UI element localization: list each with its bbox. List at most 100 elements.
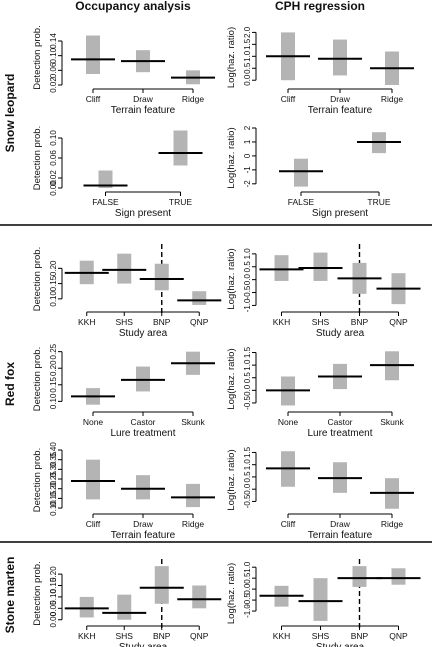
x-tick-label: Ridge: [182, 519, 204, 529]
x-axis-label: Terrain feature: [111, 530, 176, 541]
y-tick-label: 0.00: [49, 180, 58, 196]
y-tick-label: 0.10: [49, 393, 58, 409]
y-axis-label: Log(haz. ratio): [226, 127, 237, 188]
x-tick-label: Draw: [330, 94, 351, 104]
y-tick-label: 0.10: [49, 589, 58, 605]
x-axis-label: Study area: [119, 642, 168, 647]
y-tick-label: -1.0: [243, 298, 252, 312]
y-tick-label: 1.0: [243, 248, 252, 260]
y-tick-label: -1.0: [243, 604, 252, 618]
ci-bar: [192, 585, 207, 609]
y-tick-label: 0.0: [243, 274, 252, 286]
y-tick-label: 0.30: [49, 461, 58, 477]
x-tick-label: TRUE: [367, 197, 390, 207]
column-title-occupancy: Occupancy analysis: [75, 0, 191, 13]
y-tick-label: 2.0: [243, 26, 252, 38]
y-axis-label: Log(haz. ratio): [226, 348, 237, 409]
y-tick-label: 0.20: [49, 566, 58, 582]
y-axis-label: Detection prob.: [32, 247, 43, 311]
y-tick-label: 0.25: [49, 471, 58, 487]
x-tick-label: SHS: [312, 317, 330, 327]
x-tick-label: BNP: [351, 317, 369, 327]
x-tick-label: Cliff: [86, 94, 101, 104]
x-axis-label: Terrain feature: [308, 530, 373, 541]
panel-3-0: 0.100.150.200.25 Detection prob. None Casto…: [32, 343, 215, 439]
y-tick-label: 0.20: [49, 260, 58, 276]
y-tick-label: 1.5: [243, 346, 252, 358]
column-title-cph: CPH regression: [275, 0, 365, 13]
y-axis-label: Log(haz. ratio): [226, 248, 237, 309]
panel-4-1: -0.50.00.51.01.5 Log(haz. ratio) Cliff Draw…: [226, 446, 414, 541]
x-axis-label: Study area: [316, 328, 365, 339]
y-tick-label: -1: [243, 166, 252, 174]
x-tick-label: FALSE: [288, 197, 315, 207]
y-tick-label: 1.5: [243, 38, 252, 50]
panel-1-0: 0.000.02 0.06 0.10 Detection prob. FALSE TRUE…: [32, 126, 203, 219]
x-tick-label: Cliff: [281, 519, 296, 529]
y-tick-label: 1.0: [243, 50, 252, 62]
ci-bar: [391, 568, 406, 585]
x-tick-label: SHS: [312, 631, 330, 641]
y-axis-label: Detection prob.: [32, 126, 43, 190]
x-axis-label: Terrain feature: [308, 105, 373, 116]
y-tick-label: 0.0: [243, 74, 252, 86]
y-tick-label: 0.5: [243, 261, 252, 273]
y-tick-label: 0.05: [49, 600, 58, 616]
x-tick-label: SHS: [116, 631, 134, 641]
y-tick-label: 0.5: [243, 372, 252, 384]
y-tick-label: 0.10: [49, 47, 58, 63]
x-tick-label: KKH: [273, 631, 290, 641]
y-tick-label: 0.5: [243, 62, 252, 74]
ci-bar: [313, 578, 328, 621]
y-axis-label: Log(haz. ratio): [226, 27, 237, 88]
y-tick-label: -0.5: [243, 285, 252, 299]
y-tick-label: 0.0: [243, 583, 252, 595]
x-tick-label: BNP: [153, 631, 171, 641]
y-tick-label: 0.0: [243, 384, 252, 396]
ci-bar: [86, 459, 100, 500]
x-tick-label: QNP: [389, 317, 408, 327]
ci-bar: [173, 130, 188, 166]
y-tick-label: -0.5: [243, 396, 252, 410]
y-tick-label: 0.06: [49, 62, 58, 78]
y-tick-label: 0.35: [49, 451, 58, 467]
y-tick-label: 0.5: [243, 572, 252, 584]
x-axis-label: Lure treatment: [110, 428, 175, 439]
species-label-stone-marten: Stone marten: [3, 557, 17, 634]
x-tick-label: KKH: [78, 631, 95, 641]
y-tick-label: 0.40: [49, 442, 58, 458]
y-tick-label: 0.10: [49, 291, 58, 307]
x-tick-label: QNP: [190, 317, 209, 327]
y-tick-label: 1.0: [243, 359, 252, 371]
ci-bar: [352, 566, 367, 587]
x-tick-label: Draw: [133, 94, 154, 104]
y-tick-label: 0.06: [49, 150, 58, 166]
ci-bar: [154, 263, 169, 291]
ci-bar: [274, 255, 289, 281]
x-tick-label: Skunk: [181, 417, 205, 427]
x-tick-label: QNP: [190, 631, 209, 641]
x-axis-label: Terrain feature: [111, 105, 176, 116]
y-tick-label: 0.15: [49, 376, 58, 392]
panel-4-0: 0.100.150.200.250.300.350.40 Detection pr…: [32, 442, 215, 541]
y-tick-label: 0.0: [243, 483, 252, 495]
y-tick-label: 1.0: [243, 561, 252, 573]
panel-2-1: -1.0-0.50.00.51.0 Log(haz. ratio) KKH SHS BN…: [226, 244, 421, 339]
x-axis-label: Lure treatment: [307, 428, 372, 439]
x-tick-label: TRUE: [169, 197, 192, 207]
panel-5-0: 0.000.050.100.150.20 Detection prob. KKH SH…: [32, 559, 222, 647]
panel-0-0: 0.020.060.100.14 Detection prob. Cliff Draw…: [32, 25, 215, 116]
y-tick-label: 0.00: [49, 611, 58, 627]
x-tick-label: Castor: [327, 417, 352, 427]
y-axis-label: Detection prob.: [32, 25, 43, 89]
x-axis-label: Study area: [316, 642, 365, 647]
y-tick-label: 0.10: [49, 130, 58, 146]
y-axis-label: Log(haz. ratio): [226, 449, 237, 510]
y-tick-label: 0.20: [49, 360, 58, 376]
y-tick-label: -0.5: [243, 593, 252, 607]
x-tick-label: SHS: [116, 317, 134, 327]
x-tick-label: FALSE: [92, 197, 119, 207]
y-tick-label: 0.25: [49, 343, 58, 359]
ci-bar: [294, 158, 308, 187]
